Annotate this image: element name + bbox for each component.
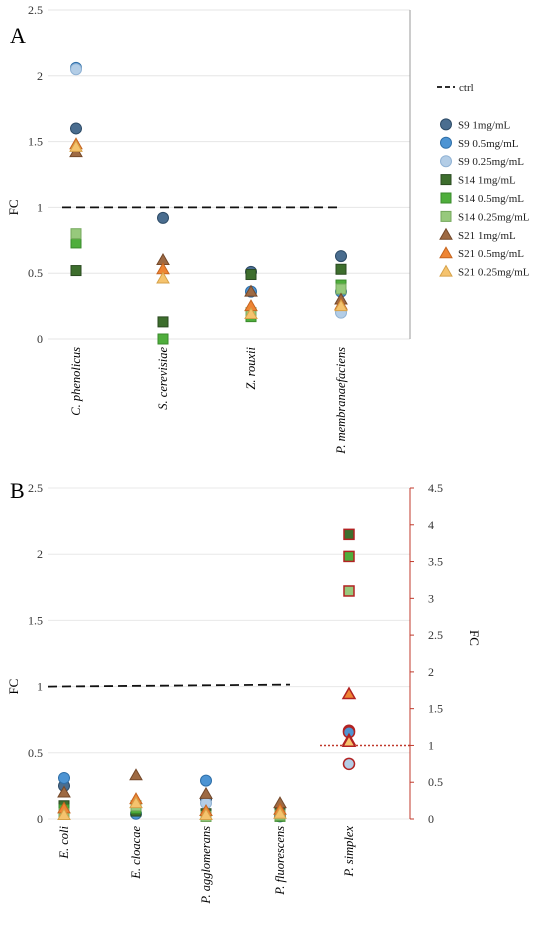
data-point-s21-1mg-ml — [244, 284, 258, 297]
x-category-label: P. agglomerans — [199, 826, 213, 905]
data-point-s21-1mg-ml — [129, 768, 143, 781]
data-point-s21-0-25mg-ml — [69, 139, 83, 152]
y2-tick-label: 4.5 — [428, 481, 443, 495]
panel-label-b: B — [10, 478, 25, 503]
y-tick-label: 1 — [37, 200, 43, 214]
data-point-s21-0-25mg-ml — [273, 806, 287, 819]
y-tick-label: 0 — [37, 332, 43, 346]
data-point-s21-0-5mg-ml — [341, 686, 357, 700]
y2-tick-label: 2 — [428, 665, 434, 679]
data-point-s21-0-25mg-ml — [156, 271, 170, 284]
data-point-s21-0-25mg-ml — [57, 808, 71, 821]
y2-axis-title: FC — [467, 630, 482, 646]
legend-label: S9 0.25mg/mL — [458, 156, 524, 168]
data-point-s14-1mg-ml — [157, 316, 169, 328]
legend-label: S21 1mg/mL — [458, 230, 516, 242]
legend-label: S9 1mg/mL — [458, 119, 511, 131]
data-point-s14-0-25mg-ml — [70, 228, 82, 240]
legend-label: S14 0.5mg/mL — [458, 193, 524, 205]
x-category-label: Z. rouxii — [244, 346, 258, 389]
ctrl-line — [47, 683, 291, 688]
legend-label: S14 0.25mg/mL — [458, 211, 530, 223]
y-tick-label: 2 — [37, 69, 43, 83]
legend-swatch-s14-1mg-ml — [440, 174, 452, 186]
legend-swatch-s14-0-5mg-ml — [440, 192, 452, 204]
data-point-s9-0-25mg-ml — [70, 63, 82, 76]
data-point-s9-1mg-ml — [157, 211, 169, 224]
panel-label-a: A — [10, 23, 26, 48]
y2-tick-label: 3 — [428, 591, 434, 605]
data-point-s14-0-25mg-ml — [335, 283, 347, 295]
data-point-s14-0-5mg-ml — [157, 333, 169, 345]
y2-tick-label: 0.5 — [428, 775, 443, 789]
data-point-s9-0-25mg-ml — [342, 757, 356, 771]
legend-label: ctrl — [459, 82, 474, 94]
legend: ctrl S9 1mg/mL S9 0.5mg/mL S9 0.25mg/mL S14 … — [437, 82, 530, 279]
y-tick-label: 0 — [37, 812, 43, 826]
legend-swatch-s9-1mg-ml — [440, 118, 452, 131]
y2-tick-label: 2.5 — [428, 628, 443, 642]
legend-swatch-s9-0-5mg-ml — [440, 136, 452, 149]
legend-label: S21 0.25mg/mL — [458, 267, 530, 279]
data-point-s21-0-25mg-ml — [244, 306, 258, 319]
x-category-label: C. phenolicus — [69, 347, 83, 416]
data-point-s14-1mg-ml — [343, 528, 355, 541]
data-point-s9-0-5mg-ml — [200, 774, 212, 787]
x-category-label: S. cerevisiae — [156, 347, 170, 410]
x-category-label: E. coli — [57, 825, 71, 859]
legend-swatch-s21-0-5mg-ml — [439, 246, 453, 259]
x-category-label: P. simplex — [342, 826, 356, 878]
data-point-s21-0-25mg-ml — [334, 299, 348, 312]
y-tick-label: 2 — [37, 547, 43, 561]
data-point-s21-1mg-ml — [199, 786, 213, 799]
data-point-s14-0-25mg-ml — [343, 585, 355, 597]
y-tick-label: 1.5 — [28, 613, 43, 627]
y-tick-label: 1.5 — [28, 135, 43, 149]
y-tick-label: 0.5 — [28, 266, 43, 280]
y2-tick-label: 1.5 — [428, 702, 443, 716]
y-axis-title: FC — [6, 199, 21, 215]
data-point-s21-0-25mg-ml — [199, 808, 213, 821]
y-tick-label: 2.5 — [28, 481, 43, 495]
data-point-s14-0-5mg-ml — [343, 550, 355, 563]
legend-label: S21 0.5mg/mL — [458, 248, 524, 260]
y2-tick-label: 1 — [428, 738, 434, 752]
y2-tick-label: 3.5 — [428, 555, 443, 569]
legend-swatch-s21-1mg-ml — [439, 227, 453, 240]
y2-tick-label: 4 — [428, 518, 434, 532]
x-category-label: E. cloacae — [129, 826, 143, 880]
legend-swatch-s9-0-25mg-ml — [440, 155, 452, 168]
data-point-s21-0-25mg-ml — [129, 796, 143, 809]
y2-tick-label: 0 — [428, 812, 434, 826]
legend-swatch-s14-0-25mg-ml — [440, 210, 452, 222]
data-point-s21-0-25mg-ml — [341, 734, 357, 748]
y-axis-title: FC — [6, 679, 21, 695]
data-point-s14-0-5mg-ml — [70, 237, 82, 249]
panel-a-chart: 0 0.5 1 1.5 2 2.5A FC C. phenolicus S. cerevisia… — [6, 3, 411, 455]
data-point-s14-1mg-ml — [335, 263, 347, 275]
data-point-s14-1mg-ml — [70, 265, 82, 277]
y-tick-label: 1 — [37, 680, 43, 694]
panel-b-chart: 0 0.5 1 1.5 2 2.5 0 0.5 1 1.5 2 2.5 3 3.5 4 4.5 B FC FC E. … — [6, 478, 482, 905]
y-tick-label: 2.5 — [28, 3, 43, 17]
x-category-label: P. membranaefaciens — [334, 347, 348, 455]
data-point-s9-1mg-ml — [70, 122, 82, 135]
legend-swatch-s21-0-25mg-ml — [439, 264, 453, 277]
data-point-s9-1mg-ml — [335, 250, 347, 263]
legend-label: S9 0.5mg/mL — [458, 138, 519, 150]
legend-label: S14 1mg/mL — [458, 175, 516, 187]
data-point-s9-0-5mg-ml — [58, 771, 70, 784]
y-tick-label: 0.5 — [28, 746, 43, 760]
data-point-s21-1mg-ml — [57, 785, 71, 798]
data-point-s14-1mg-ml — [245, 269, 257, 281]
x-category-label: P. fluorescens — [273, 826, 287, 896]
